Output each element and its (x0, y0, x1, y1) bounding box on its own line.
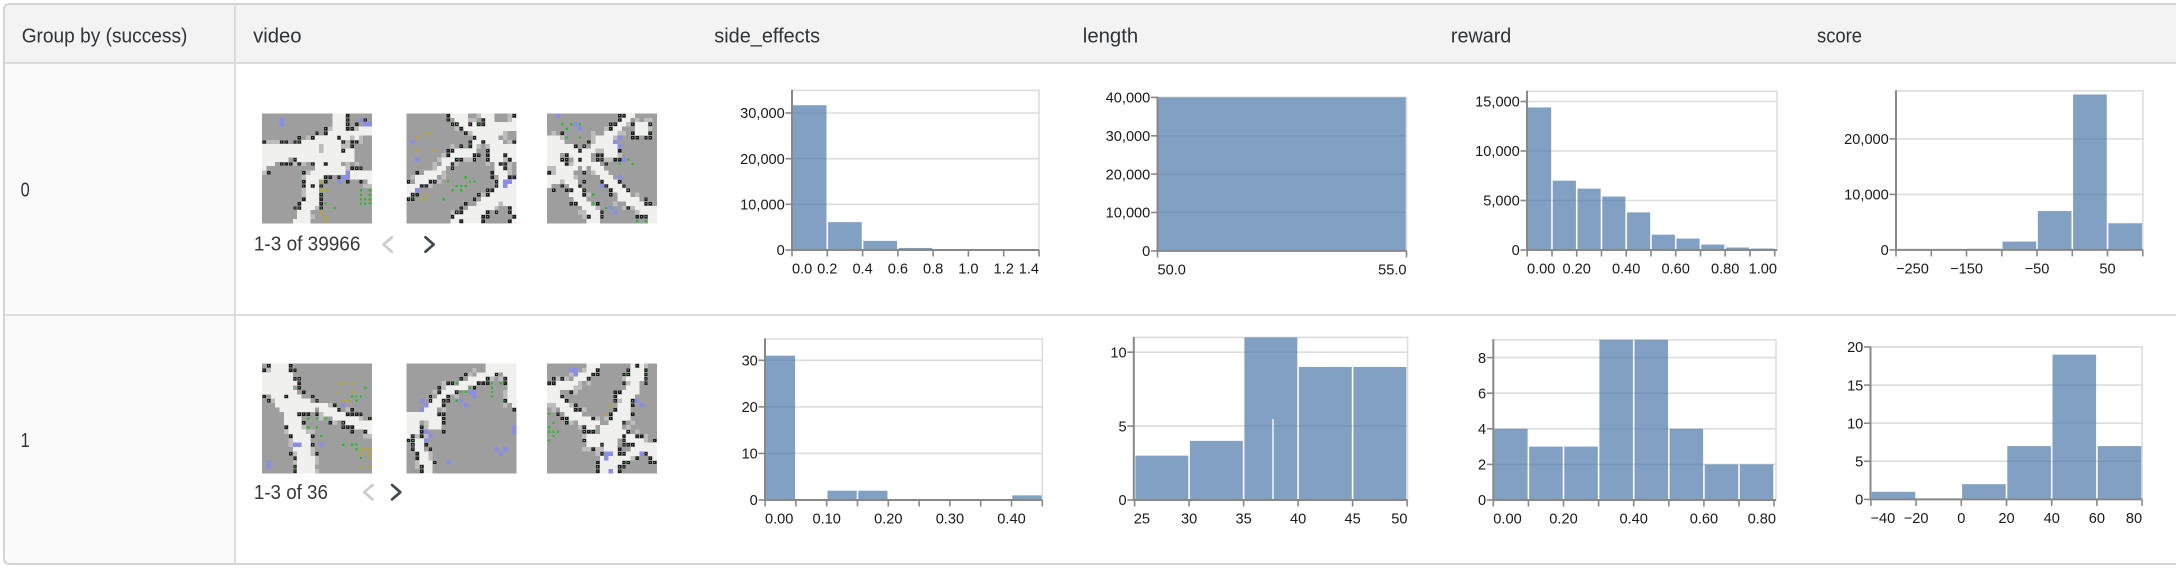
svg-text:10,000: 10,000 (1106, 206, 1151, 222)
svg-text:5,000: 5,000 (1483, 194, 1520, 210)
svg-text:0.40: 0.40 (997, 511, 1025, 527)
svg-text:4: 4 (1478, 422, 1486, 438)
svg-text:0: 0 (750, 493, 758, 509)
svg-text:1.2: 1.2 (994, 261, 1014, 277)
svg-text:30,000: 30,000 (740, 106, 785, 122)
svg-text:10: 10 (1110, 345, 1126, 361)
svg-text:0.30: 0.30 (936, 511, 964, 527)
svg-text:score: score (1817, 24, 1862, 47)
svg-text:40,000: 40,000 (1106, 91, 1151, 107)
svg-text:20: 20 (1847, 340, 1863, 356)
svg-text:50: 50 (1391, 511, 1407, 527)
svg-text:45: 45 (1344, 511, 1360, 527)
svg-text:0: 0 (1478, 493, 1486, 509)
svg-text:25: 25 (1134, 511, 1150, 527)
svg-text:−20: −20 (1904, 511, 1929, 527)
svg-text:video: video (253, 24, 302, 47)
svg-text:20,000: 20,000 (1844, 132, 1889, 148)
svg-text:50.0: 50.0 (1158, 262, 1186, 278)
svg-text:8: 8 (1478, 351, 1486, 367)
svg-text:20,000: 20,000 (1106, 167, 1151, 183)
svg-text:2: 2 (1478, 458, 1486, 474)
svg-text:15,000: 15,000 (1475, 95, 1520, 111)
svg-text:30,000: 30,000 (1106, 129, 1151, 145)
svg-text:0.80: 0.80 (1748, 511, 1776, 527)
svg-text:0: 0 (1957, 511, 1965, 527)
svg-text:1.0: 1.0 (958, 261, 978, 277)
svg-text:1.4: 1.4 (1019, 261, 1039, 277)
svg-text:0.60: 0.60 (1690, 511, 1718, 527)
svg-text:0.4: 0.4 (852, 261, 872, 277)
svg-text:10: 10 (1847, 416, 1863, 432)
svg-text:0.60: 0.60 (1661, 261, 1689, 277)
svg-text:55.0: 55.0 (1378, 262, 1406, 278)
svg-text:0: 0 (1855, 493, 1863, 509)
svg-text:1-3 of 36: 1-3 of 36 (254, 482, 328, 504)
svg-text:0: 0 (1118, 493, 1126, 509)
svg-text:10,000: 10,000 (1844, 188, 1889, 204)
svg-text:5: 5 (1118, 419, 1126, 435)
svg-text:0: 0 (777, 243, 785, 259)
svg-text:0.40: 0.40 (1619, 511, 1647, 527)
svg-text:15: 15 (1847, 378, 1863, 394)
svg-text:−150: −150 (1950, 261, 1983, 277)
svg-text:1-3 of 39966: 1-3 of 39966 (254, 234, 361, 256)
svg-text:length: length (1083, 24, 1138, 47)
svg-text:0.40: 0.40 (1612, 261, 1640, 277)
svg-text:20,000: 20,000 (740, 152, 785, 168)
svg-text:0: 0 (21, 179, 30, 202)
svg-text:1.00: 1.00 (1749, 261, 1777, 277)
svg-text:10,000: 10,000 (1475, 144, 1520, 160)
svg-text:1: 1 (21, 429, 30, 452)
svg-text:10: 10 (742, 447, 758, 463)
svg-text:20: 20 (742, 400, 758, 416)
svg-text:0.20: 0.20 (1562, 261, 1590, 277)
svg-text:6: 6 (1478, 386, 1486, 402)
svg-text:0: 0 (1142, 244, 1150, 260)
svg-text:reward: reward (1451, 24, 1511, 47)
svg-text:5: 5 (1855, 455, 1863, 471)
svg-text:0.80: 0.80 (1711, 261, 1739, 277)
svg-text:30: 30 (1181, 511, 1197, 527)
svg-text:0.8: 0.8 (923, 261, 943, 277)
svg-text:50: 50 (2099, 261, 2115, 277)
svg-text:Group by (success): Group by (success) (22, 24, 188, 47)
svg-text:−250: −250 (1896, 261, 1929, 277)
svg-text:80: 80 (2126, 511, 2142, 527)
svg-text:0.6: 0.6 (888, 261, 908, 277)
svg-text:0.00: 0.00 (765, 511, 793, 527)
svg-text:40: 40 (1290, 511, 1306, 527)
svg-text:60: 60 (2089, 511, 2105, 527)
svg-text:40: 40 (2044, 511, 2060, 527)
svg-text:−40: −40 (1871, 511, 1896, 527)
svg-text:0.0: 0.0 (792, 261, 812, 277)
svg-text:35: 35 (1235, 511, 1251, 527)
svg-text:10,000: 10,000 (740, 198, 785, 214)
svg-text:0.10: 0.10 (812, 511, 840, 527)
svg-text:0: 0 (1512, 243, 1520, 259)
svg-text:0: 0 (1881, 243, 1889, 259)
svg-text:20: 20 (1998, 511, 2014, 527)
svg-text:0.20: 0.20 (1549, 511, 1577, 527)
svg-text:side_effects: side_effects (714, 24, 820, 47)
svg-text:0.00: 0.00 (1493, 511, 1521, 527)
svg-text:0.20: 0.20 (874, 511, 902, 527)
svg-text:0.00: 0.00 (1527, 261, 1555, 277)
svg-text:0.2: 0.2 (817, 261, 837, 277)
svg-text:30: 30 (742, 354, 758, 370)
svg-text:−50: −50 (2025, 261, 2050, 277)
